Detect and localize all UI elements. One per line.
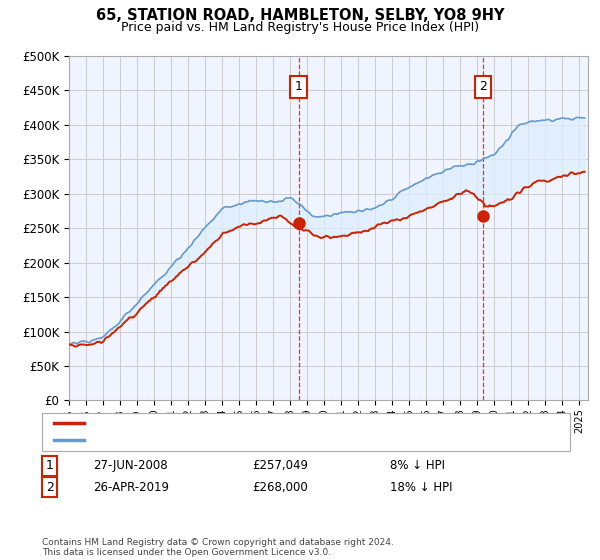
Text: 1: 1: [46, 459, 54, 473]
Text: £257,049: £257,049: [252, 459, 308, 473]
Text: 27-JUN-2008: 27-JUN-2008: [93, 459, 167, 473]
Text: 1: 1: [295, 81, 302, 94]
Text: HPI: Average price, detached house, North Yorkshire: HPI: Average price, detached house, Nort…: [90, 435, 382, 445]
Text: 18% ↓ HPI: 18% ↓ HPI: [390, 480, 452, 494]
Text: Contains HM Land Registry data © Crown copyright and database right 2024.
This d: Contains HM Land Registry data © Crown c…: [42, 538, 394, 557]
Text: 8% ↓ HPI: 8% ↓ HPI: [390, 459, 445, 473]
Text: 2: 2: [46, 480, 54, 494]
Text: 65, STATION ROAD, HAMBLETON, SELBY, YO8 9HY (detached house): 65, STATION ROAD, HAMBLETON, SELBY, YO8 …: [90, 418, 469, 428]
Text: 2: 2: [479, 81, 487, 94]
Text: £268,000: £268,000: [252, 480, 308, 494]
Text: 26-APR-2019: 26-APR-2019: [93, 480, 169, 494]
Text: 65, STATION ROAD, HAMBLETON, SELBY, YO8 9HY: 65, STATION ROAD, HAMBLETON, SELBY, YO8 …: [96, 8, 504, 24]
Text: Price paid vs. HM Land Registry's House Price Index (HPI): Price paid vs. HM Land Registry's House …: [121, 21, 479, 34]
